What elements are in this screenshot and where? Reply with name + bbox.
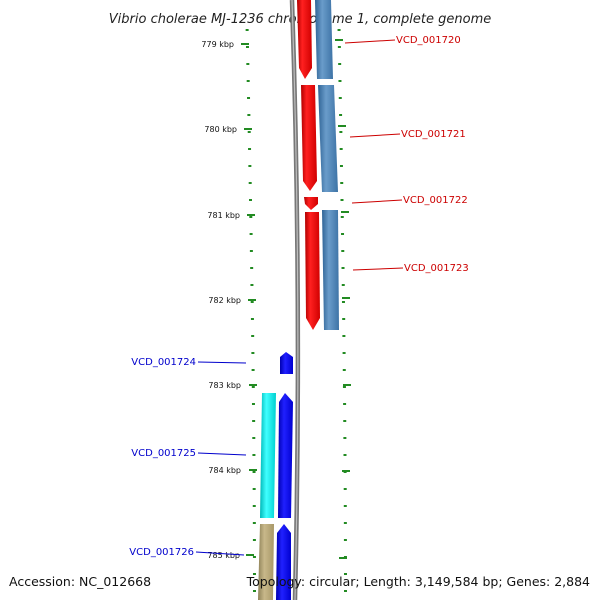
feature-track-forward [315,0,339,330]
scale-label-783: 783 kbp [208,381,241,390]
right-major-ticks [335,39,351,559]
gene-label-vcd-001722[interactable]: VCD_001722 [351,195,468,206]
svg-text:VCD_001723: VCD_001723 [404,263,469,274]
tick-column-left [245,29,256,592]
scale-tick-783: 783 kbp [208,381,257,390]
cds-track-reverse [276,352,293,600]
gene-label-vcd-001725[interactable]: VCD_001725 [131,448,247,459]
gene-arrow-vcd-001726[interactable] [276,524,291,600]
summary-text: Topology: circular; Length: 3,149,584 bp… [246,574,590,589]
gene-label-vcd-001724[interactable]: VCD_001724 [131,357,247,368]
cds-track-forward [297,0,320,330]
feature-block [315,0,333,79]
svg-text:VCD_001726: VCD_001726 [129,547,194,558]
gene-arrow-vcd-001720[interactable] [297,0,312,79]
feature-block-khaki [258,524,274,600]
scale-tick-784: 784 kbp [208,466,257,475]
scale-label-779: 779 kbp [201,40,234,49]
gene-label-vcd-001726[interactable]: VCD_001726 [129,547,245,558]
tick-column-right [337,29,347,592]
feature-block-cyan [260,393,276,518]
gene-arrow-vcd-001721[interactable] [301,85,317,191]
scale-tick-779: 779 kbp [201,40,249,49]
gene-label-vcd-001721[interactable]: VCD_001721 [349,129,466,140]
scale-tick-781: 781 kbp [207,211,255,220]
scale-tick-782: 782 kbp [208,296,256,305]
gene-label-vcd-001720[interactable]: VCD_001720 [344,35,461,46]
feature-block [318,85,338,192]
gene-arrow-vcd-001722[interactable] [304,197,318,210]
gene-arrow-vcd-001723[interactable] [305,212,320,330]
scale-tick-785: 785 kbp [207,551,254,560]
scale-label-785: 785 kbp [207,551,240,560]
accession-text: Accession: NC_012668 [9,574,151,589]
gene-arrow-vcd-001724[interactable] [280,352,293,374]
scale-label-780: 780 kbp [204,125,237,134]
svg-text:VCD_001725: VCD_001725 [131,448,196,459]
svg-text:VCD_001722: VCD_001722 [403,195,468,206]
gene-arrow-vcd-001725[interactable] [278,393,293,518]
svg-text:VCD_001720: VCD_001720 [396,35,461,46]
feature-track-reverse [258,393,276,600]
scale-label-781: 781 kbp [207,211,240,220]
svg-text:VCD_001724: VCD_001724 [131,357,196,368]
svg-text:VCD_001721: VCD_001721 [401,129,466,140]
feature-block [322,210,339,330]
gene-label-vcd-001723[interactable]: VCD_001723 [352,263,469,274]
scale-tick-780: 780 kbp [204,125,252,134]
scale-label-784: 784 kbp [208,466,241,475]
scale-label-782: 782 kbp [208,296,241,305]
